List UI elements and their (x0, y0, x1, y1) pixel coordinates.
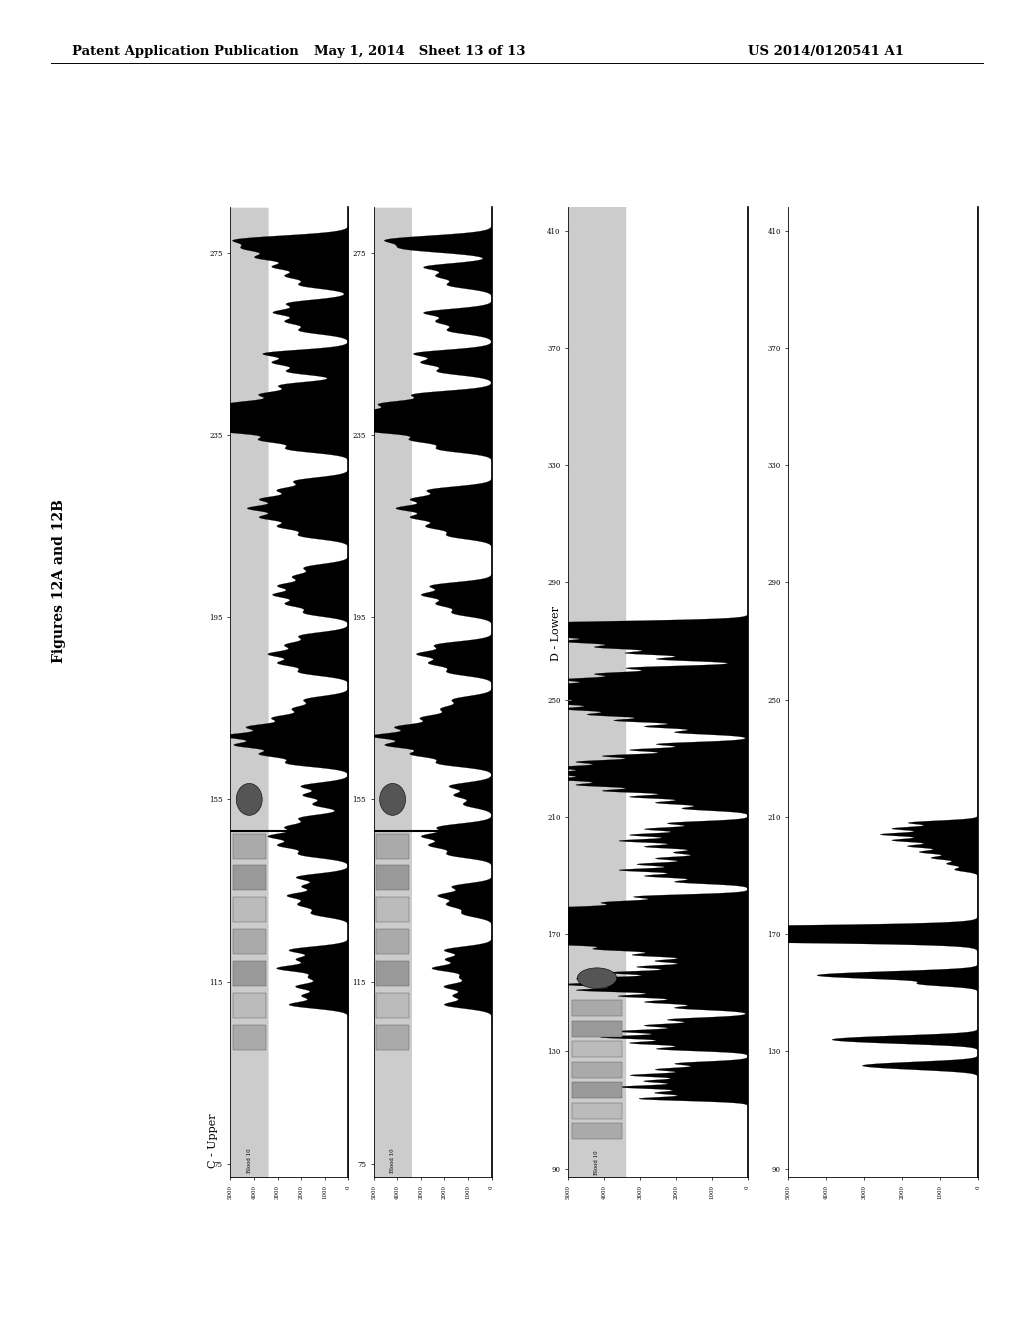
Bar (232, 993, 266, 1018)
Bar (571, 1041, 623, 1057)
Text: Patent Application Publication: Patent Application Publication (72, 45, 298, 58)
Ellipse shape (380, 784, 406, 816)
Bar (232, 833, 266, 858)
Bar (376, 993, 409, 1018)
Bar (232, 961, 266, 986)
Bar (376, 833, 409, 858)
Text: D - Lower: D - Lower (551, 606, 561, 661)
Bar (571, 1001, 623, 1016)
Bar (376, 866, 409, 891)
Bar (571, 1082, 623, 1098)
Bar (376, 929, 409, 954)
Text: C - Upper: C - Upper (208, 1114, 218, 1168)
Bar (376, 1024, 409, 1049)
Bar (232, 1024, 266, 1049)
Text: May 1, 2014   Sheet 13 of 13: May 1, 2014 Sheet 13 of 13 (314, 45, 525, 58)
Text: Blood 10: Blood 10 (595, 1150, 599, 1175)
Text: Figures 12A and 12B: Figures 12A and 12B (52, 499, 67, 663)
Text: US 2014/0120541 A1: US 2014/0120541 A1 (748, 45, 903, 58)
Bar (571, 1123, 623, 1139)
Text: Blood 10: Blood 10 (247, 1148, 252, 1173)
Ellipse shape (237, 784, 262, 816)
Bar (571, 1102, 623, 1119)
Text: Blood 10: Blood 10 (390, 1148, 395, 1173)
Bar (232, 929, 266, 954)
Bar (232, 898, 266, 923)
Bar (376, 961, 409, 986)
Bar (376, 898, 409, 923)
Bar (571, 1061, 623, 1078)
Bar (571, 1020, 623, 1036)
Ellipse shape (578, 968, 616, 989)
Bar (232, 866, 266, 891)
